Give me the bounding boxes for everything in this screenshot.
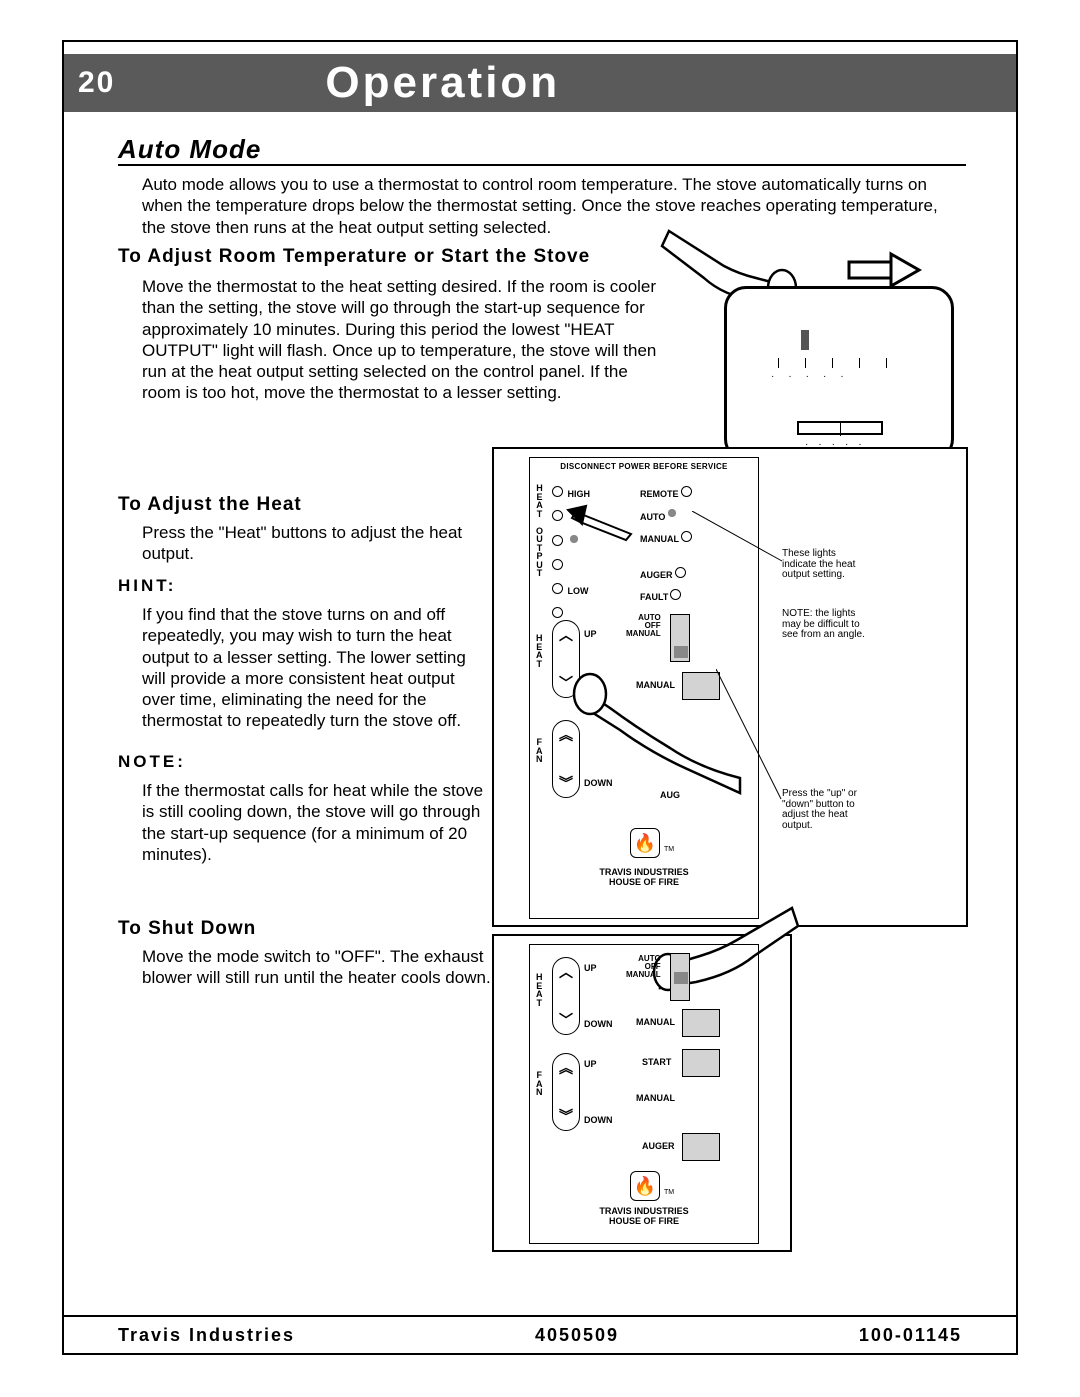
mode-switch bbox=[670, 614, 690, 662]
start-button bbox=[682, 1049, 720, 1077]
label-manual2: MANUAL bbox=[626, 971, 661, 979]
mode-switch-labels2: AUTO OFF MANUAL bbox=[626, 955, 661, 979]
footer-left: Travis Industries bbox=[118, 1325, 295, 1346]
tm-label2: TM bbox=[664, 1189, 674, 1196]
fan-oval2: ︽ ︾ bbox=[552, 1053, 580, 1131]
high-label: HIGH bbox=[567, 489, 590, 499]
shut-body: Move the mode switch to "OFF". The exhau… bbox=[142, 946, 492, 989]
annot-note: NOTE: the lights may be difficult to see… bbox=[782, 609, 872, 641]
remote-label: REMOTE bbox=[640, 489, 679, 499]
low-label: LOW bbox=[567, 586, 588, 596]
tm-label: TM bbox=[664, 846, 674, 853]
flame-icon: 🔥 bbox=[630, 828, 660, 858]
note-body: If the thermostat calls for heat while t… bbox=[142, 780, 492, 865]
manual-button2 bbox=[682, 1009, 720, 1037]
note-head: NOTE: bbox=[118, 752, 186, 772]
adjust-room-body: Move the thermostat to the heat setting … bbox=[142, 276, 662, 404]
adjust-heat-body: Press the "Heat" buttons to adjust the h… bbox=[142, 522, 482, 565]
led-col-right: REMOTE AUTO MANUAL AUGER FAULT bbox=[640, 484, 692, 605]
page-number: 20 bbox=[78, 66, 115, 100]
footer-right: 100-01145 bbox=[859, 1325, 962, 1346]
start-btn-label: START bbox=[642, 1057, 671, 1067]
thermostat-switch bbox=[797, 421, 883, 435]
manual-btn-label2: MANUAL bbox=[636, 1017, 675, 1027]
annot-press: Press the "up" or "down" button to adjus… bbox=[782, 789, 872, 831]
brand-line2b: HOUSE OF FIRE bbox=[530, 1217, 758, 1227]
adjust-heat-head: To Adjust the Heat bbox=[118, 494, 302, 516]
auger-btn-label2: AUGER bbox=[642, 1141, 675, 1151]
fan-down-label2: DOWN bbox=[584, 1115, 613, 1125]
indicator-arrow-icon bbox=[566, 504, 636, 544]
brand-text: TRAVIS INDUSTRIES HOUSE OF FIRE bbox=[530, 868, 758, 888]
fan-vlabel2: F A N bbox=[536, 1071, 543, 1097]
brand-line2: HOUSE OF FIRE bbox=[530, 878, 758, 888]
chevron-down-icon: ︾ bbox=[559, 1106, 573, 1126]
fault-label: FAULT bbox=[640, 592, 668, 602]
thermostat-body: ····· ····· bbox=[724, 286, 954, 461]
manual-label: MANUAL bbox=[640, 534, 679, 544]
control-panel-2: H E A T ︿ ﹀ UP DOWN AUTO OFF MANUAL MANU… bbox=[492, 934, 792, 1252]
heat-output-vlabel: H E A T O U T P U T bbox=[536, 484, 543, 578]
annot-line2 bbox=[716, 669, 786, 809]
auger-button bbox=[682, 1133, 720, 1161]
sun-icon bbox=[665, 506, 679, 520]
fan-up-label2: UP bbox=[584, 1059, 597, 1069]
fan-vlabel: F A N bbox=[536, 738, 543, 764]
brand-text2: TRAVIS INDUSTRIES HOUSE OF FIRE bbox=[530, 1207, 758, 1227]
thermostat-dots: ····· bbox=[771, 371, 858, 382]
heat-up-label2: UP bbox=[584, 963, 597, 973]
chevron-down-icon: ﹀ bbox=[559, 1010, 573, 1030]
control-panel-1: DISCONNECT POWER BEFORE SERVICE H E A T … bbox=[492, 447, 968, 927]
auto-label: AUTO bbox=[640, 512, 665, 522]
thermostat-slider bbox=[801, 330, 809, 350]
annot-line1 bbox=[692, 511, 787, 591]
hint-body: If you find that the stove turns on and … bbox=[142, 604, 492, 732]
chevron-up-icon: ︿ bbox=[559, 625, 573, 645]
thermostat-ticks bbox=[765, 355, 915, 367]
panel2-inner: H E A T ︿ ﹀ UP DOWN AUTO OFF MANUAL MANU… bbox=[529, 944, 759, 1244]
shut-head: To Shut Down bbox=[118, 918, 256, 940]
panel-topnote: DISCONNECT POWER BEFORE SERVICE bbox=[530, 462, 758, 471]
section-title: Auto Mode bbox=[118, 134, 261, 165]
mode-switch2 bbox=[670, 953, 690, 1001]
switch-knob2 bbox=[674, 972, 688, 984]
mode-switch-labels: AUTO OFF MANUAL bbox=[626, 614, 661, 638]
hint-head: HINT: bbox=[118, 576, 176, 596]
adjust-room-head: To Adjust Room Temperature or Start the … bbox=[118, 246, 590, 268]
chevron-up-icon: ︽ bbox=[559, 1058, 573, 1078]
manual-label3: MANUAL bbox=[636, 1093, 675, 1103]
heat-down-label2: DOWN bbox=[584, 1019, 613, 1029]
label-manual: MANUAL bbox=[626, 630, 661, 638]
footer: Travis Industries 4050509 100-01145 bbox=[64, 1315, 1016, 1353]
annot-lights: These lights indicate the heat output se… bbox=[782, 549, 872, 581]
heat-vlabel2: H E A T bbox=[536, 973, 543, 1007]
chevron-up-icon: ︿ bbox=[559, 962, 573, 982]
section-rule bbox=[118, 164, 966, 166]
heat-up-label: UP bbox=[584, 624, 597, 642]
thermostat-figure: ····· ····· bbox=[664, 236, 964, 466]
header-bar: 20 Operation bbox=[64, 54, 1016, 112]
heat-vlabel: H E A T bbox=[536, 634, 543, 668]
flame-icon2: 🔥 bbox=[630, 1171, 660, 1201]
switch-knob bbox=[674, 646, 688, 658]
heat-oval2: ︿ ﹀ bbox=[552, 957, 580, 1035]
page-title: Operation bbox=[325, 58, 560, 108]
intro-text: Auto mode allows you to use a thermostat… bbox=[142, 174, 962, 238]
footer-mid: 4050509 bbox=[535, 1325, 619, 1346]
auger-label: AUGER bbox=[640, 570, 673, 580]
